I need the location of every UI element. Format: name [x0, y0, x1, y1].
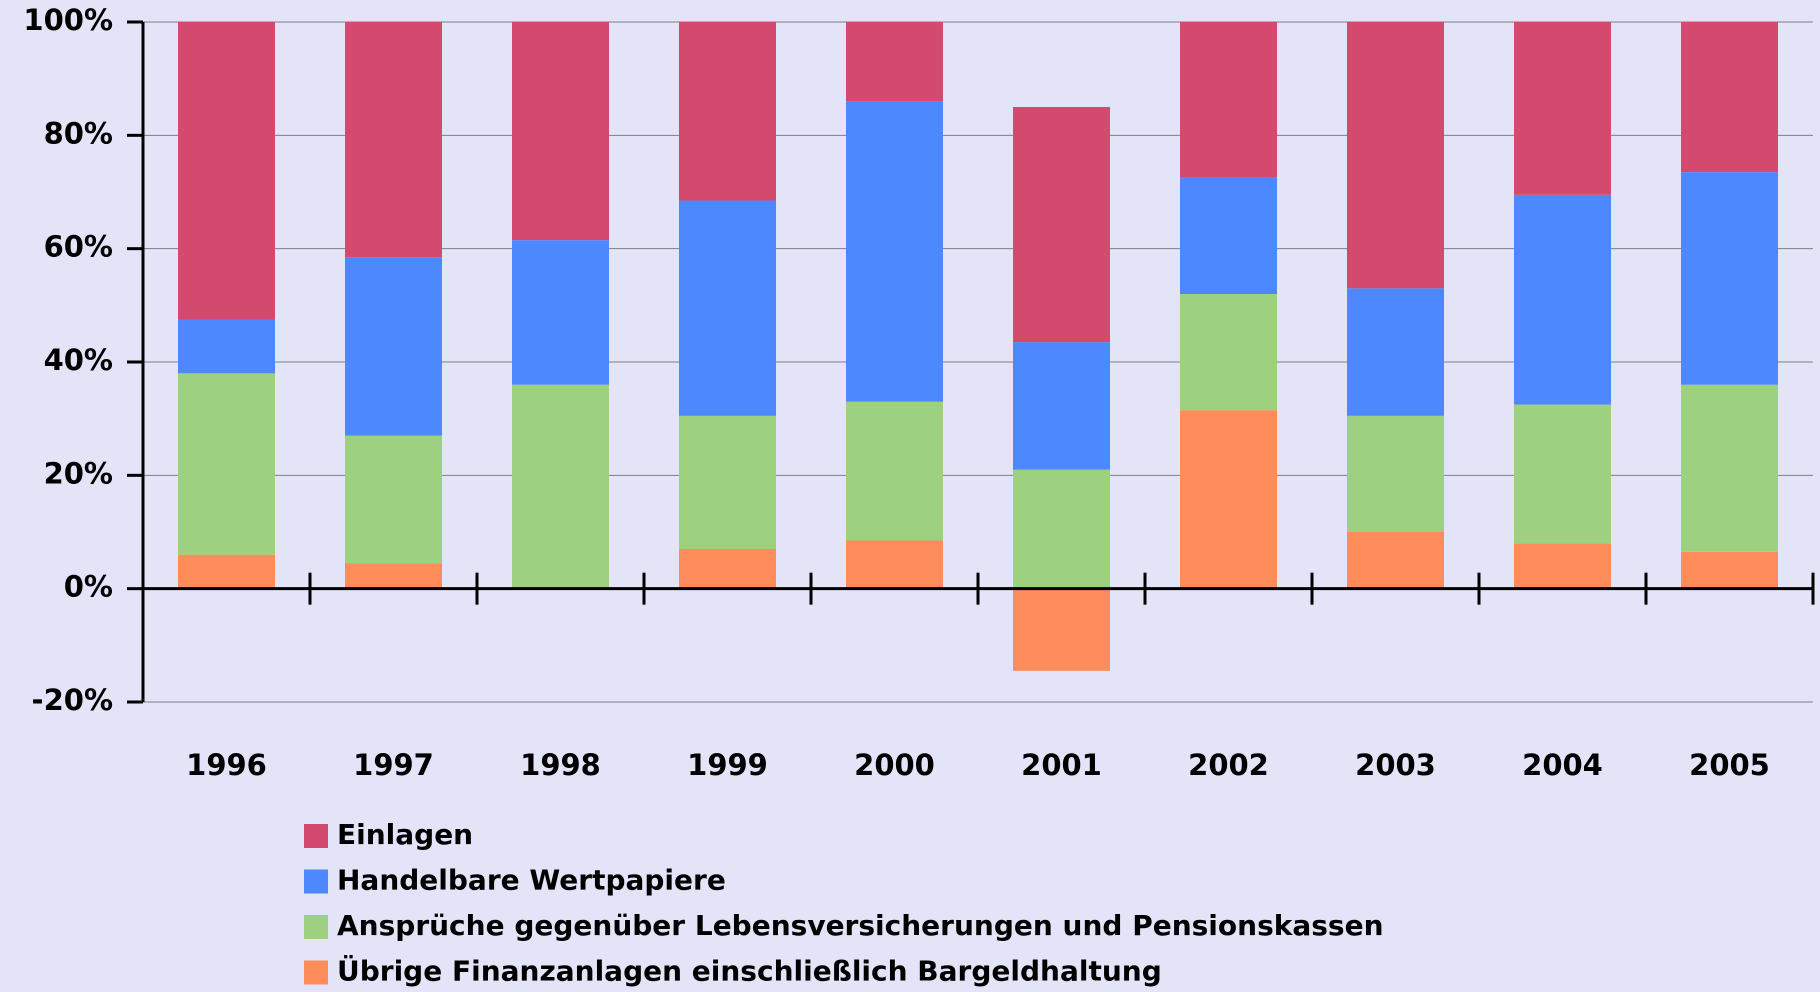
bar-segment [1013, 107, 1110, 343]
bar-segment [178, 22, 275, 320]
bar-segment [846, 401, 943, 541]
bar-segment [1013, 342, 1110, 470]
legend-label: Einlagen [337, 818, 473, 851]
bar-segment [1514, 22, 1611, 195]
x-tick-label: 1999 [687, 748, 768, 782]
x-tick-label: 1996 [186, 748, 267, 782]
bar-segment [679, 415, 776, 549]
bar-segment [512, 384, 609, 589]
bar-segment [1681, 172, 1778, 385]
legend-label: Handelbare Wertpapiere [337, 864, 726, 897]
bar-segment [512, 240, 609, 385]
x-tick-label: 1998 [520, 748, 601, 782]
bar-segment [1681, 384, 1778, 552]
bar-segment [1180, 410, 1277, 589]
bar-segment [1013, 588, 1110, 671]
x-tick-label: 2005 [1689, 748, 1770, 782]
y-tick-label: 60% [44, 230, 113, 264]
x-tick-label: 2004 [1522, 748, 1603, 782]
bar-segment [178, 319, 275, 374]
bar-segment [846, 540, 943, 589]
legend-label: Übrige Finanzanlagen einschließlich Barg… [337, 954, 1162, 988]
bar-segment [345, 257, 442, 436]
bar-segment [679, 200, 776, 416]
bar-segment [1347, 532, 1444, 589]
legend-swatch [304, 824, 328, 848]
bar-segment [1013, 469, 1110, 589]
y-tick-label: 20% [44, 456, 113, 490]
bar-segment [1347, 415, 1444, 532]
x-tick-label: 2003 [1355, 748, 1436, 782]
bar-segment [178, 554, 275, 589]
bar-segment [1180, 22, 1277, 178]
bar-segment [345, 22, 442, 258]
legend-swatch [304, 960, 328, 985]
bar-segment [1514, 194, 1611, 405]
y-tick-label: 0% [64, 570, 113, 604]
legend-swatch [304, 869, 328, 894]
bar-segment [1681, 22, 1778, 173]
bar-segment [345, 563, 442, 589]
bar-segment [345, 435, 442, 564]
bar-segment [1180, 294, 1277, 411]
y-tick-label: 100% [23, 3, 113, 37]
bar-segment [679, 549, 776, 589]
y-tick-label: 40% [44, 343, 113, 377]
bar-segment [1514, 404, 1611, 544]
bar-segment [1180, 177, 1277, 294]
bar-segment [1514, 543, 1611, 589]
bar-segment [1347, 288, 1444, 416]
bar-segment [846, 22, 943, 102]
y-tick-label: -20% [32, 683, 113, 717]
bar-segment [679, 22, 776, 201]
legend-swatch [304, 915, 328, 939]
bar-segment [1681, 551, 1778, 589]
bar-segment [512, 22, 609, 241]
x-tick-label: 2002 [1188, 748, 1269, 782]
bar-segment [846, 101, 943, 402]
legend-label: Ansprüche gegenüber Lebensversicherungen… [337, 909, 1384, 942]
x-tick-label: 2000 [854, 748, 935, 782]
y-tick-label: 80% [44, 116, 113, 150]
x-tick-label: 1997 [353, 748, 434, 782]
bar-segment [1347, 22, 1444, 289]
x-tick-label: 2001 [1021, 748, 1102, 782]
bar-segment [178, 373, 275, 555]
